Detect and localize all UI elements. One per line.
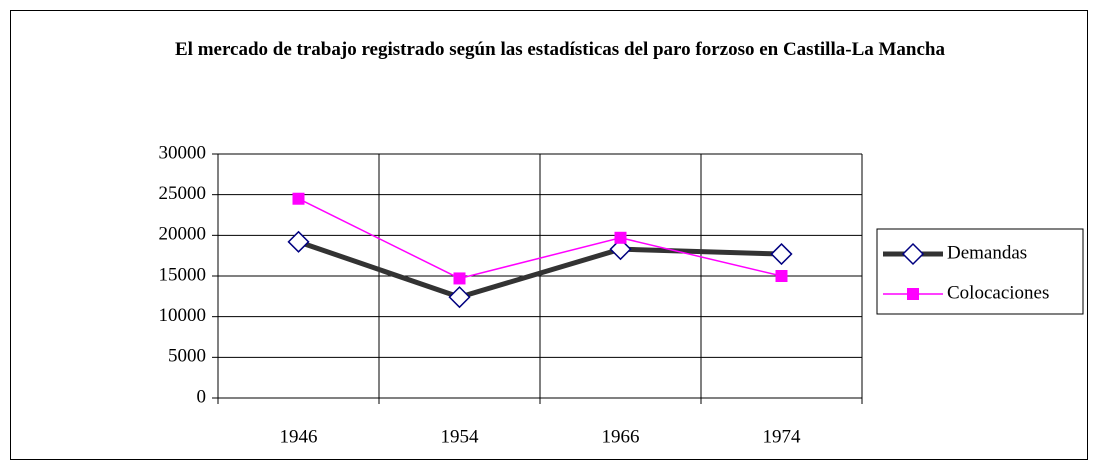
marker-square: [292, 192, 305, 205]
legend-label: Demandas: [947, 242, 1027, 263]
chart-title: El mercado de trabajo registrado según l…: [175, 39, 945, 60]
y-tick-label: 5000: [168, 346, 206, 367]
marker-diamond: [448, 286, 471, 309]
marker-diamond: [287, 230, 310, 253]
x-tick-label: 1966: [602, 426, 640, 447]
series-line: [298, 198, 782, 280]
y-tick-label: 15000: [159, 264, 207, 285]
marker-square: [775, 270, 788, 282]
x-tick-label: 1974: [763, 426, 802, 447]
y-tick-label: 25000: [159, 183, 207, 204]
y-tick-label: 0: [197, 386, 207, 407]
x-tick-label: 1954: [441, 426, 480, 447]
marker-square: [907, 288, 919, 300]
marker-square: [614, 231, 627, 244]
y-tick-label: 20000: [159, 224, 207, 245]
marker-square: [453, 272, 466, 285]
marker-diamond: [901, 242, 925, 266]
y-tick-label: 10000: [159, 305, 207, 326]
y-tick-label: 30000: [159, 142, 207, 163]
marker-diamond: [609, 238, 632, 261]
legend-label: Colocaciones: [947, 282, 1049, 303]
series-line: [297, 239, 782, 300]
marker-diamond: [770, 242, 793, 266]
x-tick-label: 1946: [280, 426, 318, 447]
